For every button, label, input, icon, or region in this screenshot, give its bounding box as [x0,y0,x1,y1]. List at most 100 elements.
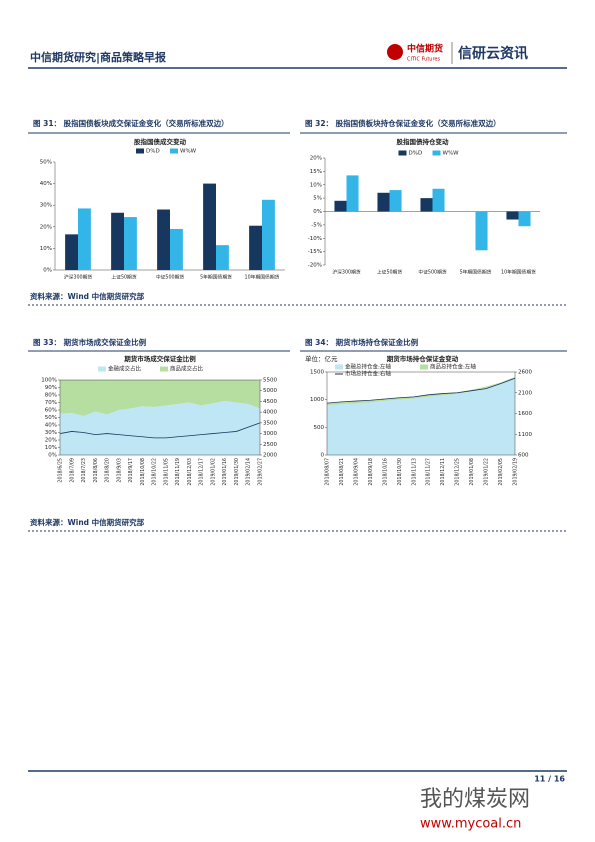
y2-tick-label: 3500 [263,420,277,426]
y2-tick-label: 2600 [518,370,532,376]
x-tick-label: 5年期国债期货 [200,274,232,281]
x-tick-label: 中证500期货 [418,269,447,276]
bar [420,198,433,212]
bar [203,183,216,270]
y2-tick-label: 5000 [263,388,277,394]
watermark-url: www.mycoal.cn [420,817,521,832]
y-tick-label: -20% [308,263,322,269]
x-tick-label: 2018/11/13 [411,458,417,486]
logo-en: CITIC Futures [407,57,440,63]
plot-frame [326,371,516,456]
figure-caption: 图 33： 期货市场成交保证金比例 [33,337,147,347]
legend-label: W%W [443,151,460,157]
y-tick-label: -15% [308,249,322,255]
y-tick-label: 10% [40,246,52,252]
legend-swatch [98,366,106,372]
y-tick-label: 40% [45,423,57,429]
line [59,422,261,439]
y-tick-label: 80% [45,393,57,399]
bar [65,234,78,270]
legend-swatch [335,364,343,370]
y-tick-label: 1000 [310,397,324,403]
x-tick-label: 5年期国债期货 [460,269,492,276]
legend-label: 金融总持仓金:左轴 [345,363,391,371]
y-tick-label: 30% [40,203,52,209]
legend-label: 商品总持仓金:左轴 [430,363,476,371]
chart-title: 股指国债成交变动 [134,137,187,146]
x-tick-label: 2018/8/20 [105,458,111,483]
y2-tick-label: 3000 [263,431,277,437]
bar [518,211,531,227]
bar [249,225,262,270]
area [327,376,515,406]
x-tick-label: 10年期国债期货 [501,269,536,276]
x-tick-label: 2018/12/25 [455,458,461,486]
x-tick-label: 2018/12/17 [199,458,205,486]
y2-tick-label: 5500 [263,378,277,384]
y-tick-label: 20% [310,156,322,162]
x-tick-label: 2018/08/07 [325,458,331,486]
legend-label: 商品成交占比 [170,365,204,373]
x-tick-label: 10年期国债期货 [245,274,280,281]
bar [346,175,359,212]
legend-swatch [170,148,178,154]
y-tick-label: 0 [321,453,325,459]
figure-caption: 图 32： 股指国债板块持仓保证金变化（交易所标准双边） [305,118,501,128]
unit: 单位：亿元 [305,354,338,363]
y-tick-label: 40% [40,181,52,187]
y2-tick-label: 2500 [263,442,277,448]
x-tick-label: 2019/02/14 [246,458,252,486]
y-tick-label: 20% [40,224,52,230]
x-tick-label: 沪深300期货 [332,269,361,276]
page-number: 11 / 16 [534,775,565,784]
y2-tick-label: 1100 [518,432,532,438]
bar [506,211,519,220]
x-tick-label: 2018/11/05 [163,458,169,486]
chart-title: 期货市场成交保证金比例 [124,354,196,363]
bar [475,211,488,251]
legend-label: 市场总持仓金:右轴 [345,370,391,378]
brand: 信研云资讯 [458,45,528,62]
bar [78,208,91,270]
chart-title: 期货市场持仓保证金变动 [387,354,459,363]
y-tick-label: 50% [45,415,57,421]
y2-tick-label: 1600 [518,411,532,417]
bar [157,209,170,270]
x-tick-label: 2018/11/19 [175,458,181,486]
x-tick-label: 2018/12/11 [440,458,446,486]
x-tick-label: 2018/6/25 [58,458,64,483]
x-tick-label: 2019/02/19 [513,458,519,486]
x-tick-label: 沪深300期货 [64,274,93,281]
plot-frame [59,379,261,456]
y-tick-label: 0% [43,268,52,274]
x-tick-label: 2018/12/03 [187,458,193,486]
y-tick-label: 5% [313,196,322,202]
y-tick-label: 60% [45,408,57,414]
source: 资料来源：Wind 中信期货研究部 [30,291,145,301]
legend-swatch [136,148,144,154]
bar [334,200,347,212]
legend-swatch [160,366,168,372]
y-tick-label: 500 [314,425,325,431]
logo: 中信期货 [407,43,443,55]
y2-tick-label: 4000 [263,410,277,416]
bar [124,217,137,270]
y-tick-label: -5% [311,222,322,228]
bar [111,212,124,270]
y-tick-label: 10% [310,182,322,188]
chart-title: 股指国债持仓变动 [397,137,450,146]
area [60,401,260,455]
x-tick-label: 2018/11/27 [426,458,432,486]
x-tick-label: 中证500期货 [156,274,185,281]
x-tick-label: 2019/01/02 [210,458,216,486]
x-tick-label: 2018/10/16 [382,458,388,486]
y-tick-label: 0% [48,453,57,459]
header-title: 中信期货研究|商品策略早报 [30,50,167,64]
y-tick-label: 20% [45,438,57,444]
bar [389,190,402,212]
x-tick-label: 2019/02/05 [498,458,504,486]
y-tick-label: 90% [45,385,57,391]
x-tick-label: 2019/01/08 [469,458,475,486]
y-tick-label: 50% [40,160,52,166]
x-tick-label: 2019/02/27 [258,458,264,486]
